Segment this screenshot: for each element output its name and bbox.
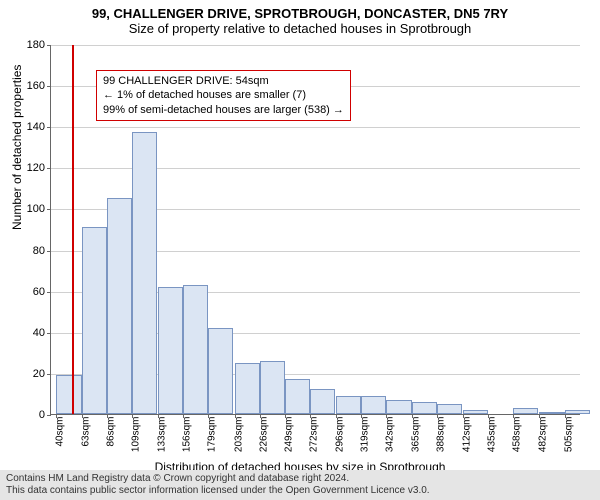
- ytick-label: 40: [33, 327, 51, 339]
- histogram-bar: [183, 285, 208, 415]
- ytick-label: 140: [27, 121, 51, 133]
- xtick-label: 249sqm: [283, 417, 294, 453]
- histogram-bar: [539, 412, 564, 414]
- xtick-label: 156sqm: [182, 417, 193, 453]
- gridline: [51, 168, 580, 169]
- annotation-line1: 99 CHALLENGER DRIVE: 54sqm: [103, 74, 344, 88]
- ytick-label: 120: [27, 162, 51, 174]
- histogram-bar: [412, 402, 437, 414]
- histogram-bar: [260, 361, 285, 414]
- ytick-label: 160: [27, 80, 51, 92]
- histogram-bar: [565, 410, 590, 414]
- histogram-bar: [386, 400, 411, 414]
- ytick-label: 100: [27, 203, 51, 215]
- histogram-plot-area: 02040608010012014016018040sqm63sqm86sqm1…: [50, 45, 580, 415]
- ytick-label: 180: [27, 39, 51, 51]
- histogram-bar: [82, 227, 107, 414]
- ytick-label: 80: [33, 245, 51, 257]
- y-axis-label: Number of detached properties: [10, 65, 24, 230]
- chart-title-main: 99, CHALLENGER DRIVE, SPROTBROUGH, DONCA…: [0, 6, 600, 21]
- xtick-label: 342sqm: [385, 417, 396, 453]
- histogram-bar: [285, 379, 310, 414]
- xtick-label: 482sqm: [538, 417, 549, 453]
- gridline: [51, 45, 580, 46]
- ytick-label: 20: [33, 368, 51, 380]
- xtick-label: 435sqm: [487, 417, 498, 453]
- xtick-label: 179sqm: [207, 417, 218, 453]
- histogram-bar: [158, 287, 183, 414]
- license-line2: This data contains public sector informa…: [6, 485, 594, 497]
- histogram-bar: [208, 328, 233, 414]
- ytick-label: 0: [39, 409, 51, 421]
- histogram-bar: [235, 363, 260, 414]
- histogram-bar: [310, 389, 335, 414]
- histogram-bar: [132, 132, 157, 414]
- gridline: [51, 127, 580, 128]
- xtick-label: 505sqm: [563, 417, 574, 453]
- property-marker-line: [72, 45, 74, 414]
- xtick-label: 86sqm: [105, 417, 116, 447]
- histogram-bar: [56, 375, 81, 414]
- chart-title-block: 99, CHALLENGER DRIVE, SPROTBROUGH, DONCA…: [0, 0, 600, 36]
- xtick-label: 296sqm: [335, 417, 346, 453]
- xtick-label: 272sqm: [308, 417, 319, 453]
- xtick-label: 203sqm: [233, 417, 244, 453]
- histogram-bar: [361, 396, 386, 415]
- ytick-label: 60: [33, 286, 51, 298]
- annotation-line2: ← 1% of detached houses are smaller (7): [103, 88, 344, 102]
- chart-title-sub: Size of property relative to detached ho…: [0, 21, 600, 36]
- xtick-label: 109sqm: [130, 417, 141, 453]
- xtick-label: 365sqm: [410, 417, 421, 453]
- license-footer: Contains HM Land Registry data © Crown c…: [0, 470, 600, 500]
- xtick-label: 40sqm: [55, 417, 66, 447]
- xtick-label: 133sqm: [157, 417, 168, 453]
- histogram-bar: [463, 410, 488, 414]
- histogram-bar: [513, 408, 538, 414]
- histogram-bar: [437, 404, 462, 414]
- histogram-bar: [107, 198, 132, 414]
- xtick-label: 319sqm: [360, 417, 371, 453]
- xtick-label: 226sqm: [258, 417, 269, 453]
- xtick-label: 412sqm: [461, 417, 472, 453]
- xtick-label: 388sqm: [435, 417, 446, 453]
- annotation-box: 99 CHALLENGER DRIVE: 54sqm← 1% of detach…: [96, 70, 351, 121]
- license-line1: Contains HM Land Registry data © Crown c…: [6, 473, 594, 485]
- histogram-bar: [336, 396, 361, 415]
- xtick-label: 458sqm: [512, 417, 523, 453]
- xtick-label: 63sqm: [80, 417, 91, 447]
- annotation-line3: 99% of semi-detached houses are larger (…: [103, 103, 344, 117]
